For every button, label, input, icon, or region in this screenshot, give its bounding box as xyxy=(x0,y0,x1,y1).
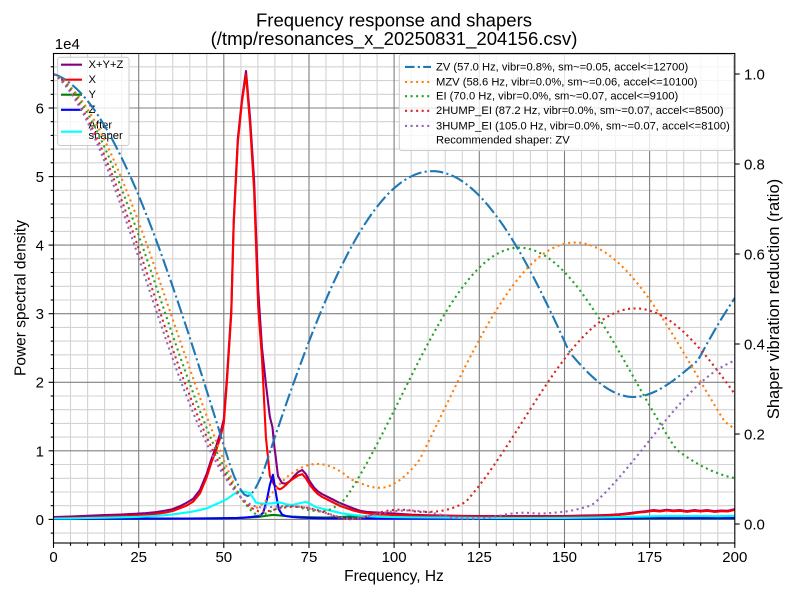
svg-text:Y: Y xyxy=(89,89,97,101)
svg-text:100: 100 xyxy=(382,549,407,566)
svg-text:Frequency, Hz: Frequency, Hz xyxy=(344,568,444,585)
svg-text:shaper: shaper xyxy=(89,130,123,142)
svg-text:X: X xyxy=(89,74,97,86)
svg-text:75: 75 xyxy=(301,549,318,566)
svg-text:X+Y+Z: X+Y+Z xyxy=(89,59,124,71)
svg-text:25: 25 xyxy=(130,549,147,566)
svg-text:Z: Z xyxy=(89,104,96,116)
svg-text:Power spectral density: Power spectral density xyxy=(13,220,30,376)
svg-text:MZV (58.6 Hz, vibr=0.0%, sm~=0: MZV (58.6 Hz, vibr=0.0%, sm~=0.06, accel… xyxy=(436,76,698,88)
svg-text:ZV (57.0 Hz, vibr=0.8%, sm~=0.: ZV (57.0 Hz, vibr=0.8%, sm~=0.05, accel<… xyxy=(436,61,688,73)
svg-text:Recommended shaper: ZV: Recommended shaper: ZV xyxy=(436,135,570,147)
svg-text:Shaper vibration reduction (ra: Shaper vibration reduction (ratio) xyxy=(765,179,783,419)
svg-text:6: 6 xyxy=(36,100,44,117)
svg-text:1: 1 xyxy=(36,443,44,460)
svg-text:0.2: 0.2 xyxy=(744,426,765,443)
svg-text:0: 0 xyxy=(36,512,44,529)
svg-text:175: 175 xyxy=(637,549,662,566)
svg-text:0: 0 xyxy=(49,549,57,566)
svg-text:150: 150 xyxy=(552,549,577,566)
svg-text:1.0: 1.0 xyxy=(744,67,765,84)
svg-text:3HUMP_EI (105.0 Hz, vibr=0.0%,: 3HUMP_EI (105.0 Hz, vibr=0.0%, sm~=0.07,… xyxy=(436,120,730,132)
svg-text:2HUMP_EI (87.2 Hz, vibr=0.0%,: 2HUMP_EI (87.2 Hz, vibr=0.0%, sm~=0.07, … xyxy=(436,105,724,117)
svg-text:EI (70.0 Hz, vibr=0.0%, sm~=0.: EI (70.0 Hz, vibr=0.0%, sm~=0.07, accel<… xyxy=(436,91,678,103)
svg-text:4: 4 xyxy=(36,238,44,255)
svg-text:3: 3 xyxy=(36,306,44,323)
svg-text:200: 200 xyxy=(722,549,747,566)
svg-text:0.6: 0.6 xyxy=(744,246,765,263)
svg-text:0.0: 0.0 xyxy=(744,517,765,534)
svg-text:50: 50 xyxy=(215,549,232,566)
svg-text:0.8: 0.8 xyxy=(744,156,765,173)
svg-text:2: 2 xyxy=(36,375,44,392)
svg-text:5: 5 xyxy=(36,169,44,186)
svg-text:Frequency response and shapers: Frequency response and shapers xyxy=(256,9,532,30)
svg-text:1e4: 1e4 xyxy=(55,36,80,53)
svg-text:0.4: 0.4 xyxy=(744,336,765,353)
svg-text:(/tmp/resonances_x_20250831_20: (/tmp/resonances_x_20250831_204156.csv) xyxy=(211,28,578,50)
svg-text:125: 125 xyxy=(467,549,492,566)
